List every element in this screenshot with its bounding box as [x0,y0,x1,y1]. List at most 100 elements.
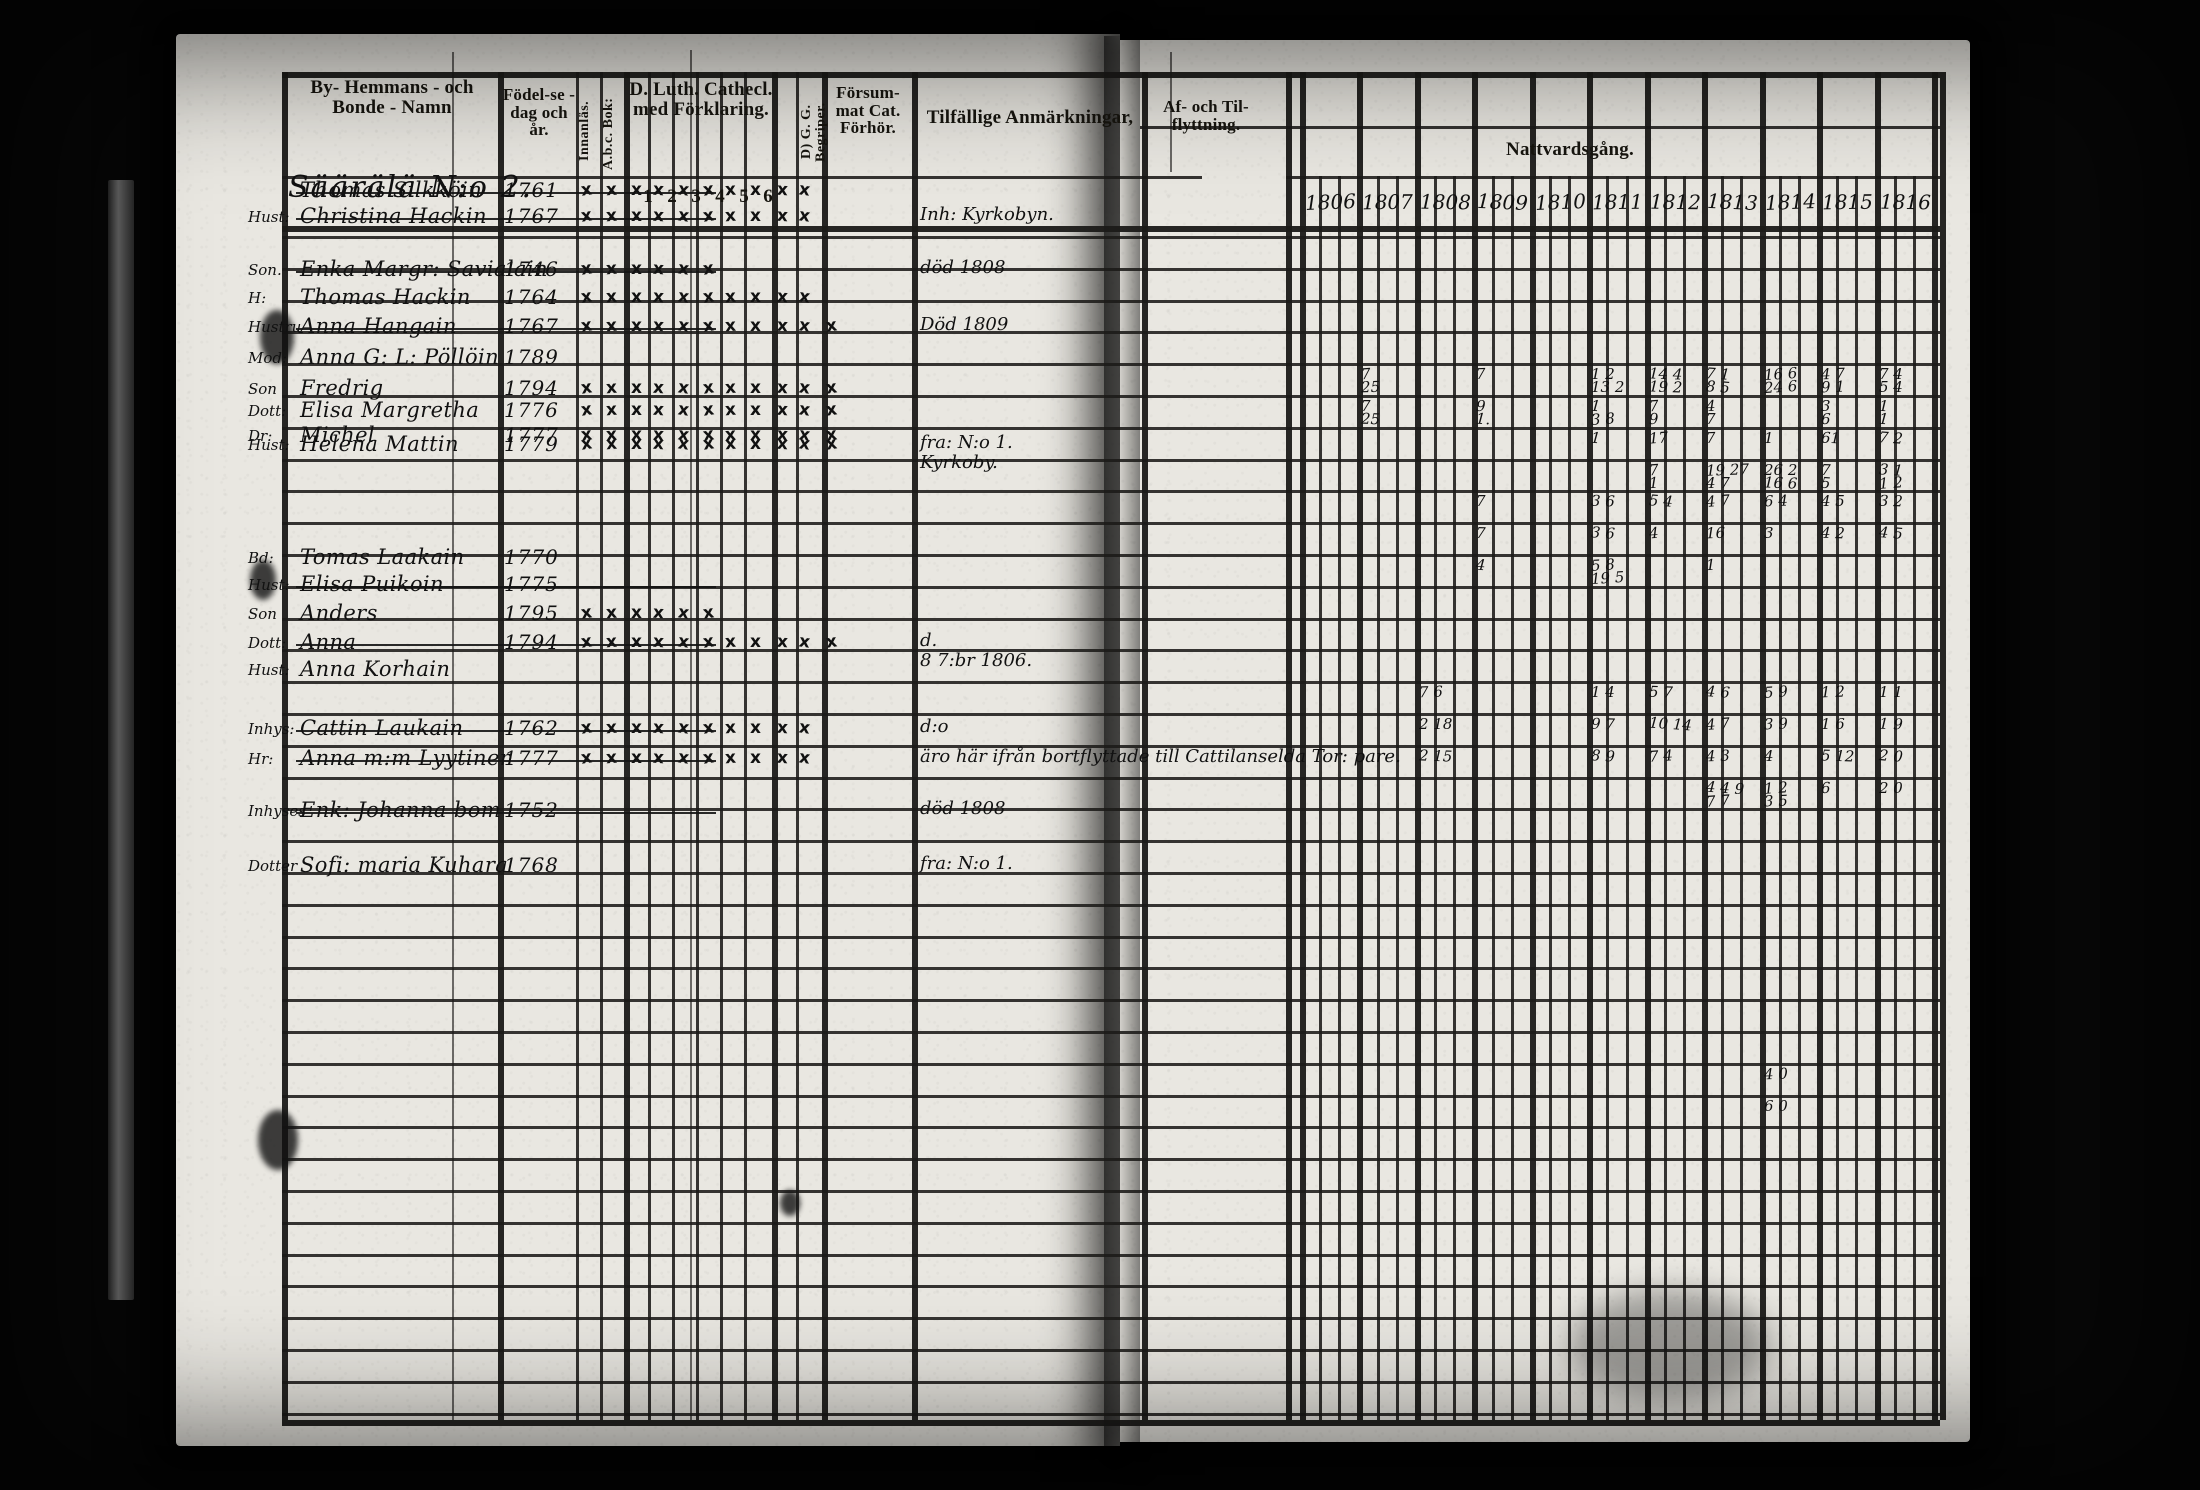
catechism-x-mark: x [605,717,618,739]
table-vline [1549,176,1552,1420]
communion-entry: 26 2 [1764,461,1798,479]
catechism-x-mark: x [750,180,761,200]
catechism-x-mark: x [750,287,761,307]
strikethrough [296,586,716,588]
catechism-x-mark: x [724,717,737,739]
table-vline [282,72,288,1420]
communion-entry: 19 2 [1648,377,1683,397]
communion-entry: 4 [1764,747,1774,765]
table-hline [282,1285,1940,1289]
communion-entry: 2 0 [1878,746,1904,766]
communion-entry: 4 [1648,523,1660,543]
row-remark-17-0: äro här ifrån bortflyttade till Cattilan… [920,746,1401,767]
table-vline [672,72,675,1420]
row-name-15: Anna Korhain [300,657,451,681]
column-header-names: By- Hemmans - och Bonde - Namn [310,77,474,118]
row-name-1: Christina Hackin [300,204,487,228]
table-hline [282,1190,1940,1193]
table-vline [1377,176,1380,1420]
communion-entry: 7 [1706,410,1716,428]
strikethrough [296,812,716,814]
table-hline [282,236,1940,239]
table-vline [452,52,454,1420]
communion-entry: 7 2 [1878,428,1904,448]
catechism-x-mark: x [652,286,665,308]
table-hline [282,331,1940,335]
catechism-x-mark: x [631,206,642,226]
communion-entry: 19 5 [1590,567,1625,589]
catechism-x-mark: x [750,718,761,738]
catechism-x-mark: x [631,400,642,420]
table-vline [1492,176,1495,1420]
table-hline [282,1031,1940,1034]
communion-entry: 4 7 [1705,714,1731,734]
table-vline [600,72,603,1420]
table-vline [1740,176,1743,1420]
catechism-x-mark: x [652,717,665,739]
table-vline [1530,72,1536,1420]
table-vline [1760,72,1766,1420]
communion-entry: 13 2 [1591,378,1625,396]
row-prefix-16: Inhys: [248,720,295,738]
row-birth-year-18: 1752 [504,798,559,822]
communion-entry: 7 4 [1648,746,1674,766]
communion-entry: 9 7 [1590,714,1616,734]
table-hline [282,490,1940,494]
table-vline [796,72,799,1420]
row-birth-year-9: 1777 [504,423,559,447]
table-hline [282,554,1940,557]
communion-year-1816: 1816 [1879,189,1932,215]
communion-entry: 24 6 [1763,376,1798,398]
row-name-16: Cattin Laukain [300,716,464,740]
column-header-remarks: Tilfällige Anmärkningar, [926,107,1134,128]
catechism-x-mark: x [776,433,789,455]
row-name-11: Tomas Laakain [300,545,465,569]
table-hline [282,1158,1940,1162]
communion-entry: 1 [1705,555,1716,575]
catechism-x-mark: x [631,259,642,279]
table-vline [1779,176,1782,1420]
catechism-x-mark: x [652,258,665,280]
table-hline [282,935,1940,939]
communion-entry: 7 6 [1418,682,1444,702]
catechism-x-mark: x [652,433,665,455]
row-birth-year-13: 1795 [504,601,559,625]
table-vline [624,72,630,1420]
table-hline [282,1221,1940,1225]
table-hline [282,1094,1940,1098]
catechism-number-3: 3 [691,186,701,207]
strikethrough [296,192,716,194]
village-heading: Säärälä N:o 2. [288,170,534,205]
communion-entry: 7 7 [1705,791,1731,811]
catechism-x-mark: x [631,316,642,336]
catechism-x-mark: x [631,632,642,652]
communion-entry: 2 0 [1879,779,1903,797]
row-remark-14-0: d. [920,630,938,651]
table-hline [282,72,1940,78]
table-vline [1300,72,1306,1420]
catechism-x-mark: x [724,179,737,201]
catechism-x-mark: x [605,377,618,399]
table-vline [1568,176,1571,1420]
catechism-x-mark: x [776,315,789,337]
table-hline [282,808,1940,812]
row-remark-1-0: Inh: Kyrkobyn. [920,204,1054,225]
table-hline [282,1126,1940,1130]
communion-entry: 3 6 [1590,523,1616,543]
communion-entry: 5 7 [1648,682,1674,702]
catechism-x-mark: x [605,315,618,337]
catechism-x-mark: x [652,377,665,399]
communion-year-1810: 1810 [1534,188,1587,216]
row-name-12: Elisa Puikoin [300,572,444,596]
table-hline [282,840,1940,844]
row-name-19: Sofi: maria Kuhara [300,853,509,877]
table-hline [282,426,1940,430]
table-hline [282,903,1940,907]
catechism-number-4: 4 [715,186,725,207]
communion-entry: 1. [1475,409,1491,429]
communion-entry: 8 5 [1705,377,1731,397]
communion-entry: 8 9 [1590,746,1616,766]
row-birth-year-5: 1767 [504,314,559,338]
row-birth-year-6: 1789 [504,345,559,369]
